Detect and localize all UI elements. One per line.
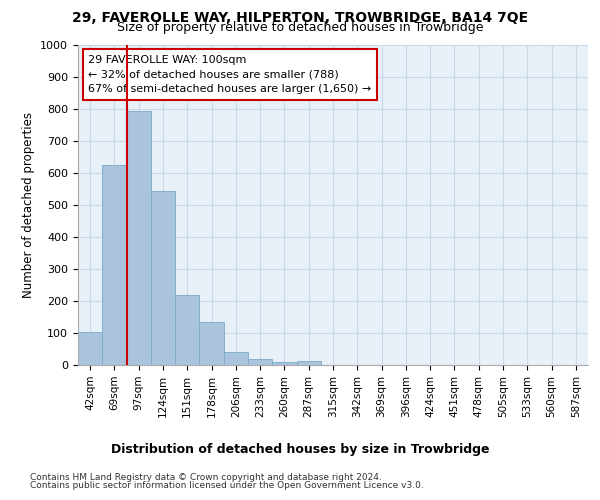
Bar (272, 362, 296, 365)
Bar (199, 322, 224, 365)
Text: Distribution of detached houses by size in Trowbridge: Distribution of detached houses by size … (111, 442, 489, 456)
Text: 29, FAVEROLLE WAY, HILPERTON, TROWBRIDGE, BA14 7QE: 29, FAVEROLLE WAY, HILPERTON, TROWBRIDGE… (72, 11, 528, 25)
Bar (102, 165, 127, 365)
Bar (248, 359, 272, 365)
Bar (78, 332, 102, 365)
Text: Size of property relative to detached houses in Trowbridge: Size of property relative to detached ho… (117, 21, 483, 34)
Bar (127, 111, 151, 365)
Bar (151, 191, 175, 365)
Bar (224, 352, 248, 365)
Text: Contains public sector information licensed under the Open Government Licence v3: Contains public sector information licen… (30, 482, 424, 490)
Bar (175, 294, 199, 365)
Text: 29 FAVEROLLE WAY: 100sqm
← 32% of detached houses are smaller (788)
67% of semi-: 29 FAVEROLLE WAY: 100sqm ← 32% of detach… (88, 54, 371, 94)
Bar (296, 362, 321, 365)
Text: Contains HM Land Registry data © Crown copyright and database right 2024.: Contains HM Land Registry data © Crown c… (30, 472, 382, 482)
Y-axis label: Number of detached properties: Number of detached properties (22, 112, 35, 298)
